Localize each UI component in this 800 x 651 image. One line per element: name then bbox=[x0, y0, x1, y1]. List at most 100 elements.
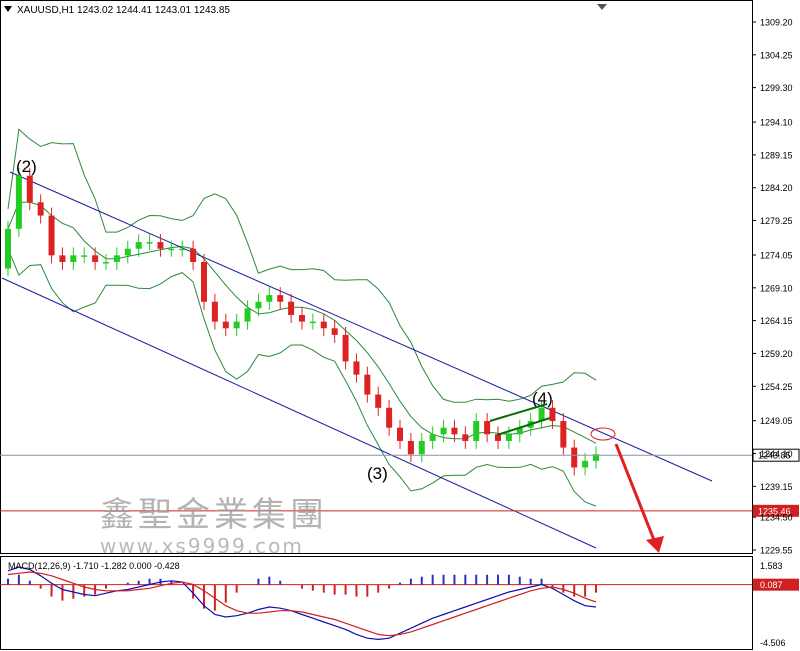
macd-label: MACD(12,26,9) bbox=[8, 561, 71, 571]
channel-upper-line bbox=[9, 171, 713, 482]
bear-candle bbox=[320, 321, 327, 329]
bull-candle bbox=[593, 454, 599, 461]
bear-candle bbox=[560, 421, 567, 448]
bear-candle bbox=[451, 427, 458, 435]
candlesticks bbox=[5, 167, 599, 476]
bear-candle bbox=[222, 321, 229, 329]
bear-candle bbox=[397, 427, 403, 441]
watermark: 鑫聖金業集團 www.xs9999.com bbox=[100, 487, 328, 558]
level-label: 1235.46 bbox=[758, 506, 791, 516]
bear-candle bbox=[331, 328, 338, 335]
bull-candle bbox=[505, 434, 512, 441]
bear-candle bbox=[59, 255, 66, 262]
bull-candle bbox=[233, 321, 240, 329]
bull-candle bbox=[70, 255, 77, 262]
bear-candle bbox=[26, 175, 33, 203]
close-value: 1243.85 bbox=[193, 5, 230, 16]
bear-candle bbox=[288, 301, 295, 316]
bear-candle bbox=[211, 301, 218, 322]
axis-tick-label: 1239.15 bbox=[760, 482, 793, 492]
axis-tick-label: 1299.30 bbox=[760, 83, 793, 93]
axis-tick-label: 1304.25 bbox=[760, 50, 793, 60]
bear-candle bbox=[157, 242, 164, 249]
annotations: (2) (3) (4) bbox=[16, 157, 664, 553]
bear-candle bbox=[364, 374, 371, 395]
axis-tick-label: 1264.15 bbox=[760, 316, 793, 326]
bull-candle bbox=[103, 261, 109, 264]
axis-tick-label: 1269.10 bbox=[760, 283, 793, 293]
bull-candle bbox=[135, 242, 142, 249]
macd-line bbox=[7, 566, 597, 641]
bear-candle bbox=[201, 261, 207, 302]
price-axis: 1309.20 1304.25 1299.30 1294.10 1289.15 1284.… bbox=[752, 18, 793, 556]
bull-candle bbox=[146, 242, 153, 244]
axis-tick-label: 1279.25 bbox=[760, 216, 793, 226]
chart-header: XAUUSD,H1 1243.02 1244.41 1243.01 1243.8… bbox=[4, 5, 230, 16]
wave-label-4: (4) bbox=[532, 389, 553, 408]
macd-marked-tag bbox=[753, 578, 799, 591]
collapse-triangle-icon[interactable] bbox=[4, 6, 12, 12]
bear-candle bbox=[342, 334, 349, 362]
macd-axis-marked: 0.087 bbox=[760, 580, 783, 590]
axis-tick-label: 1289.15 bbox=[760, 150, 793, 160]
channel-lower-line bbox=[1, 277, 597, 549]
bear-candle bbox=[571, 447, 578, 468]
axis-tick-label: 1309.20 bbox=[760, 18, 793, 28]
low-value: 1243.01 bbox=[154, 5, 192, 16]
bear-candle bbox=[190, 248, 197, 262]
bull-candle bbox=[473, 421, 480, 441]
bear-candle bbox=[495, 434, 501, 441]
bull-candle bbox=[15, 175, 22, 229]
macd-header: MACD(12,26,9) -1.710 -1.282 0.000 -0.428 bbox=[8, 561, 180, 571]
forecast-arrow-shaft bbox=[614, 443, 656, 541]
bull-candle bbox=[538, 407, 545, 422]
wedge-lower bbox=[496, 417, 551, 436]
bear-candle bbox=[299, 315, 305, 322]
wave-label-3: (3) bbox=[367, 464, 388, 483]
bull-candle bbox=[5, 228, 11, 269]
bear-candle bbox=[37, 202, 44, 216]
axis-tick-label: 1254.25 bbox=[760, 382, 793, 392]
open-value: 1243.02 bbox=[77, 5, 114, 16]
bear-candle bbox=[48, 215, 55, 256]
horizontal-levels: 1243.85 1235.46 bbox=[0, 448, 800, 517]
axis-tick-label: 1294.10 bbox=[760, 118, 793, 128]
axis-tick-label: 1284.20 bbox=[760, 183, 793, 193]
bear-candle bbox=[92, 255, 99, 262]
macd-axis-min: -4.506 bbox=[760, 638, 786, 648]
bull-candle bbox=[168, 248, 175, 251]
axis-tick-label: 1244.10 bbox=[760, 449, 793, 459]
bull-candle bbox=[309, 321, 316, 324]
chart-shift-marker-icon[interactable] bbox=[597, 4, 607, 10]
wave-label-2: (2) bbox=[16, 157, 37, 176]
bear-candle bbox=[484, 421, 491, 435]
bear-candle bbox=[549, 407, 556, 422]
bear-candle bbox=[277, 295, 284, 302]
watermark-url: www.xs9999.com bbox=[100, 534, 304, 558]
bear-candle bbox=[353, 361, 360, 375]
bull-candle bbox=[124, 248, 131, 256]
main-panel-frame bbox=[0, 0, 753, 554]
axis-tick-label: 1274.05 bbox=[760, 251, 793, 261]
symbol-label: XAUUSD,H1 bbox=[17, 5, 75, 16]
axis-tick-label: 1234.50 bbox=[760, 513, 793, 523]
bull-candle bbox=[113, 255, 120, 262]
current-price-label: 1243.85 bbox=[758, 451, 791, 461]
bear-candle bbox=[375, 394, 382, 408]
axis-tick-label: 1249.05 bbox=[760, 416, 793, 426]
bear-candle bbox=[407, 440, 414, 455]
high-value: 1244.41 bbox=[115, 5, 153, 16]
current-price-tag bbox=[752, 448, 800, 462]
axis-tick-label: 1259.20 bbox=[760, 349, 793, 359]
bollinger-upper bbox=[7, 128, 597, 403]
axis-tick-label: 1229.55 bbox=[760, 546, 793, 556]
level-tag bbox=[753, 504, 799, 517]
bull-candle bbox=[81, 255, 88, 257]
target-ellipse bbox=[590, 427, 616, 441]
bull-candle bbox=[429, 434, 436, 441]
bull-candle bbox=[516, 427, 523, 435]
macd-axis-max: 1.583 bbox=[760, 561, 783, 571]
bull-candle bbox=[266, 295, 273, 302]
bollinger-lower bbox=[7, 248, 597, 507]
